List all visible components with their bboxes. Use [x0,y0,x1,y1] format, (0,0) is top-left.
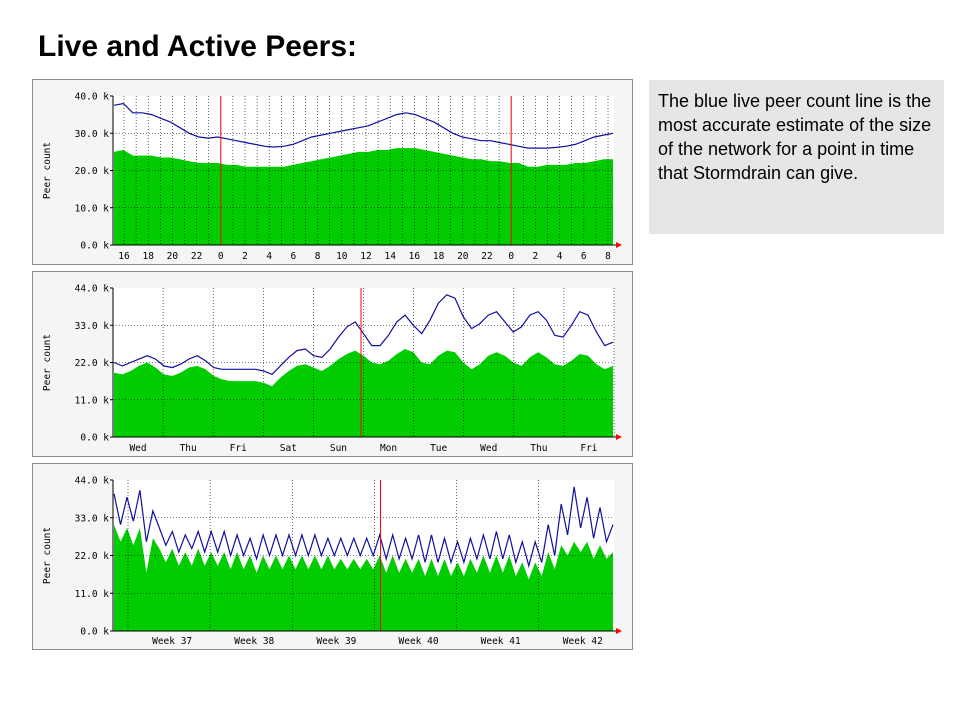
y-axis-label: Peer count [42,334,53,391]
x-tick-label: Week 42 [563,636,603,647]
x-tick-label: Mon [380,443,397,454]
x-tick-label: 4 [266,251,272,262]
x-tick-label: Fri [230,443,247,454]
x-tick-label: Thu [530,443,547,454]
x-tick-label: Tue [430,443,447,454]
chart-canvas: 44.0 k 33.0 k 22.0 k 11.0 k 0.0 k Week 37 Week… [42,476,622,647]
x-tick-label: Sat [280,443,297,454]
y-axis-label: Peer count [42,527,53,584]
x-tick-label: 6 [291,251,297,262]
x-tick-label: 16 [409,251,421,262]
y-tick-label: 0.0 k [80,627,109,638]
x-axis-arrow [616,628,622,634]
chart-canvas: 44.0 k 33.0 k 22.0 k 11.0 k 0.0 k Wed Thu Fri Sa… [42,284,622,454]
y-tick-label: 40.0 k [75,92,110,103]
x-tick-label: 4 [557,251,563,262]
y-tick-label: 33.0 k [75,321,110,332]
x-tick-label: 12 [360,251,371,262]
x-tick-label: 10 [336,251,348,262]
monthly-peer-chart: 44.0 k 33.0 k 22.0 k 11.0 k 0.0 k Week 37 Week… [32,463,633,650]
x-tick-label: 18 [142,251,154,262]
y-tick-label: 44.0 k [75,476,110,487]
live-peers-line [113,102,614,149]
y-tick-label: 22.0 k [75,551,110,562]
x-tick-label: Week 41 [481,636,521,647]
x-tick-label: Sun [330,443,347,454]
x-tick-label: Wed [129,443,146,454]
x-tick-label: 22 [191,251,202,262]
active-peers-area [114,148,613,245]
live-peers-line [113,294,614,376]
live-peers-line [113,486,614,569]
x-tick-label: Week 37 [152,636,192,647]
x-tick-label: 20 [167,251,179,262]
x-axis-arrow [616,242,622,248]
x-tick-label: Week 38 [234,636,274,647]
x-tick-label: Thu [180,443,197,454]
y-tick-label: 30.0 k [75,129,110,140]
y-tick-label: 11.0 k [75,589,110,600]
x-tick-label: 8 [315,251,321,262]
x-tick-label: 20 [457,251,469,262]
page-title: Live and Active Peers: [38,30,358,63]
x-tick-label: 2 [242,251,248,262]
active-peers-area [114,524,613,631]
x-tick-label: 22 [481,251,492,262]
x-tick-label: Wed [480,443,497,454]
x-axis-arrow [616,434,622,440]
y-tick-label: 33.0 k [75,513,110,524]
x-tick-label: Fri [580,443,597,454]
y-tick-label: 0.0 k [80,433,109,444]
weekly-peer-chart: 44.0 k 33.0 k 22.0 k 11.0 k 0.0 k Wed Thu Fri Sa… [32,271,633,457]
x-tick-label: Week 39 [316,636,356,647]
description-note: The blue live peer count line is the mos… [649,80,944,234]
y-tick-label: 0.0 k [80,241,109,252]
x-tick-label: 0 [218,251,224,262]
y-axis-label: Peer count [42,142,53,199]
daily-peer-chart: 40.0 k 30.0 k 20.0 k 10.0 k 0.0 k 16 18 20 22 0 2 4… [32,79,633,265]
x-tick-label: 8 [605,251,611,262]
chart-canvas: 40.0 k30.0 k20.0 k10.0 k0.0 k16 18 20 22 0 2 4… [42,92,622,262]
y-tick-label: 11.0 k [75,395,110,406]
x-tick-label: 2 [533,251,539,262]
y-tick-label: 22.0 k [75,358,110,369]
x-tick-label: 18 [433,251,445,262]
x-tick-label: 0 [508,251,514,262]
x-tick-label: 6 [581,251,587,262]
x-tick-label: Week 40 [399,636,439,647]
x-tick-label: 16 [118,251,130,262]
x-tick-label: 14 [384,251,396,262]
y-tick-label: 20.0 k [75,166,110,177]
y-tick-label: 44.0 k [75,284,110,295]
y-tick-label: 10.0 k [75,203,110,214]
